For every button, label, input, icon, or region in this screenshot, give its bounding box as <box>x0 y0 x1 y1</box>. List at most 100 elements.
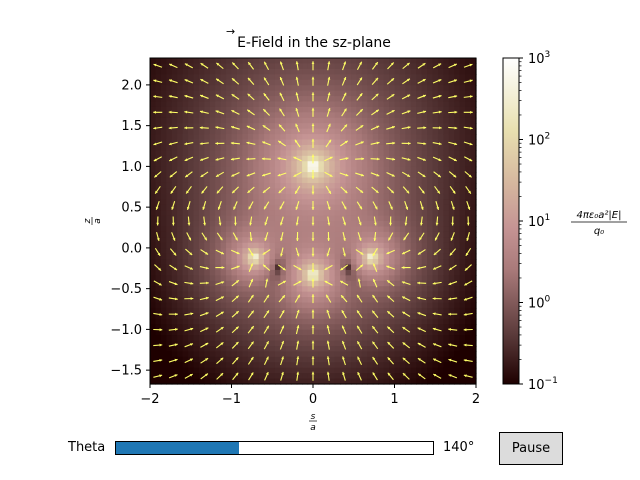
heatmap-cell <box>361 215 368 222</box>
heatmap-cell <box>150 302 157 309</box>
field-arrow <box>248 372 254 381</box>
heatmap-cell <box>236 259 243 266</box>
heatmap-cell <box>307 231 314 238</box>
heatmap-cell <box>253 367 260 374</box>
field-arrow <box>324 156 333 162</box>
heatmap-cell <box>437 345 444 352</box>
heatmap-cell <box>220 356 227 363</box>
heatmap-cell <box>171 150 178 157</box>
heatmap-cell <box>253 329 260 336</box>
heatmap-cell <box>345 210 352 217</box>
heatmap-cell <box>329 112 336 119</box>
heatmap-cell <box>198 161 205 168</box>
heatmap-cell <box>465 286 472 293</box>
field-arrow <box>357 371 362 381</box>
heatmap-cell <box>465 351 472 358</box>
heatmap-cell <box>465 58 472 65</box>
heatmap-cell <box>372 340 379 347</box>
field-arrow <box>403 232 410 241</box>
heatmap-cell <box>448 85 455 92</box>
heatmap-cell <box>171 74 178 81</box>
heatmap-cell <box>313 199 320 206</box>
heatmap-cell <box>356 166 363 173</box>
heatmap-cell <box>313 280 320 287</box>
heatmap-cell <box>155 335 162 342</box>
heatmap-cell <box>274 112 281 119</box>
heatmap-cell <box>302 340 309 347</box>
heatmap-cell <box>427 307 434 314</box>
field-arrow <box>341 76 347 86</box>
heatmap-cell <box>171 144 178 151</box>
heatmap-cell <box>226 193 233 200</box>
theta-slider-value: 140° <box>443 440 475 455</box>
heatmap-cell <box>280 286 287 293</box>
heatmap-cell <box>307 193 314 200</box>
heatmap-cell <box>166 117 173 124</box>
heatmap-cell <box>454 221 461 228</box>
heatmap-cell <box>394 123 401 130</box>
heatmap-cell <box>329 324 336 331</box>
heatmap-cell <box>253 302 260 309</box>
field-arrow <box>168 297 178 301</box>
heatmap-cell <box>160 307 167 314</box>
field-arrow <box>357 216 362 226</box>
heatmap-cell <box>215 210 222 217</box>
field-arrow <box>184 327 194 332</box>
field-arrow <box>404 201 409 210</box>
heatmap-cell <box>253 63 260 70</box>
heatmap-cell <box>296 182 303 189</box>
heatmap-cell <box>340 123 347 130</box>
heatmap-cell <box>247 106 254 113</box>
theta-slider[interactable] <box>115 441 434 455</box>
x-label-denominator: a <box>310 423 316 433</box>
heatmap-cell <box>465 199 472 206</box>
heatmap-cell <box>356 210 363 217</box>
heatmap-cell <box>383 378 390 385</box>
heatmap-cell <box>182 231 189 238</box>
heatmap-cell <box>389 313 396 320</box>
x-tick-label: 1 <box>390 392 398 407</box>
heatmap-cell <box>389 182 396 189</box>
heatmap-cell <box>410 345 417 352</box>
heatmap-cell <box>427 112 434 119</box>
heatmap-cell <box>443 85 450 92</box>
heatmap-cell <box>437 356 444 363</box>
heatmap-cell <box>247 199 254 206</box>
heatmap-cell <box>166 123 173 130</box>
heatmap-cell <box>351 161 358 168</box>
heatmap-cell <box>242 275 249 282</box>
heatmap-cell <box>198 177 205 184</box>
heatmap-cell <box>291 237 298 244</box>
heatmap-cell <box>437 264 444 271</box>
heatmap-cell <box>470 275 477 282</box>
heatmap-cell <box>329 166 336 173</box>
heatmap-cell <box>247 74 254 81</box>
field-arrow <box>448 156 457 162</box>
field-arrow <box>280 216 284 226</box>
heatmap-cell <box>443 117 450 124</box>
heatmap-cell <box>258 123 265 130</box>
field-arrow <box>184 141 194 146</box>
heatmap-cell <box>269 63 276 70</box>
heatmap-cell <box>302 79 309 86</box>
heatmap-cell <box>367 79 374 86</box>
field-arrow <box>433 248 441 256</box>
heatmap-cell <box>389 128 396 135</box>
heatmap-cell <box>378 182 385 189</box>
heatmap-cell <box>253 275 260 282</box>
theta-slider-fill[interactable] <box>116 442 240 454</box>
pause-button[interactable]: Pause <box>499 432 563 465</box>
heatmap-cell <box>323 226 330 233</box>
heatmap-cell <box>231 242 238 249</box>
heatmap-cell <box>318 313 325 320</box>
heatmap-cell <box>274 101 281 108</box>
heatmap-cell <box>274 182 281 189</box>
field-arrow <box>185 185 192 194</box>
heatmap-cell <box>383 112 390 119</box>
heatmap-cell <box>427 226 434 233</box>
heatmap-cell <box>188 199 195 206</box>
heatmap-cell <box>302 351 309 358</box>
heatmap-cell <box>220 215 227 222</box>
heatmap-cell <box>410 253 417 260</box>
heatmap-cell <box>285 204 292 211</box>
